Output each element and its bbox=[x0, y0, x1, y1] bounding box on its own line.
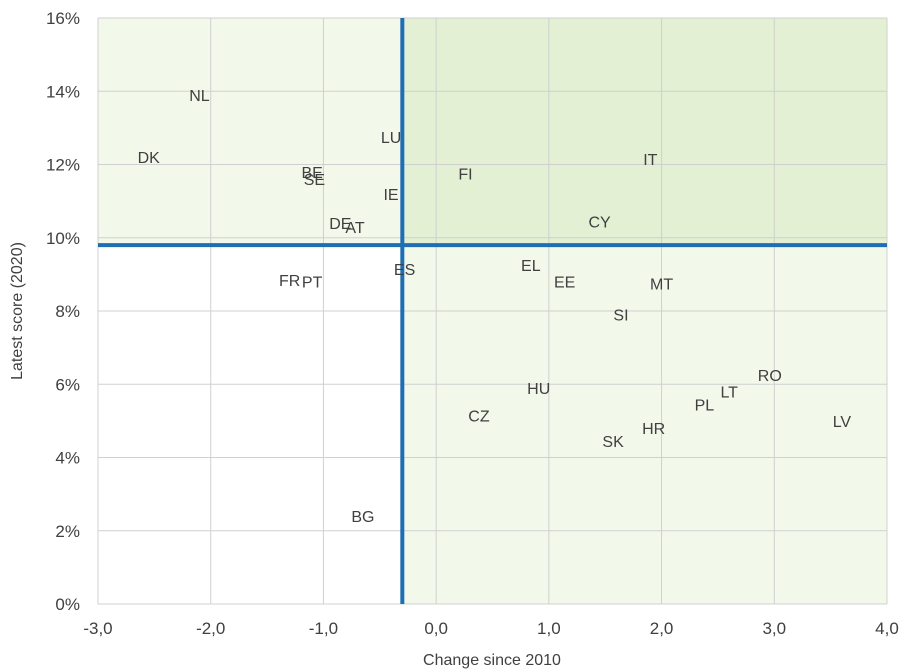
point-label-fi: FI bbox=[458, 167, 472, 184]
y-tick-label: 16% bbox=[46, 9, 80, 28]
quadrant-backgrounds bbox=[98, 18, 887, 604]
x-tick-label: 1,0 bbox=[537, 619, 561, 638]
point-label-fr: FR bbox=[279, 273, 300, 290]
y-tick-label: 8% bbox=[55, 302, 80, 321]
y-tick-label: 6% bbox=[55, 375, 80, 394]
x-axis-ticks: -3,0 -2,0 -1,0 0,0 1,0 2,0 3,0 4,0 bbox=[83, 619, 898, 638]
point-label-hr: HR bbox=[642, 421, 665, 438]
point-label-pt: PT bbox=[302, 275, 323, 292]
x-tick-label: 3,0 bbox=[762, 619, 786, 638]
point-label-cy: CY bbox=[588, 214, 611, 231]
point-label-ee: EE bbox=[554, 275, 575, 292]
x-tick-label: 2,0 bbox=[650, 619, 674, 638]
y-axis-ticks: 0% 2% 4% 6% 8% 10% 12% 14% 16% bbox=[46, 9, 80, 614]
reference-lines bbox=[98, 18, 887, 604]
point-label-de: DE bbox=[329, 216, 351, 233]
point-label-pl: PL bbox=[695, 397, 715, 414]
point-label-lv: LV bbox=[833, 414, 852, 431]
y-tick-label: 12% bbox=[46, 156, 80, 175]
y-axis-title: Latest score (2020) bbox=[9, 242, 26, 380]
point-label-mt: MT bbox=[650, 277, 673, 294]
x-axis-title: Change since 2010 bbox=[423, 652, 561, 669]
point-label-ro: RO bbox=[758, 368, 782, 385]
point-label-hu: HU bbox=[527, 381, 550, 398]
point-label-lt: LT bbox=[720, 385, 738, 402]
x-tick-label: -1,0 bbox=[309, 619, 338, 638]
quadrant-bottom-left bbox=[98, 245, 403, 604]
point-label-nl: NL bbox=[189, 88, 210, 105]
point-label-it: IT bbox=[643, 152, 657, 169]
point-label-dk: DK bbox=[138, 150, 161, 167]
gridlines bbox=[97, 17, 888, 605]
x-tick-label: -3,0 bbox=[83, 619, 112, 638]
y-tick-label: 0% bbox=[55, 595, 80, 614]
x-tick-label: 4,0 bbox=[875, 619, 899, 638]
point-label-lu: LU bbox=[381, 130, 401, 147]
point-label-si: SI bbox=[613, 308, 628, 325]
point-label-se: SE bbox=[304, 172, 325, 189]
point-label-be: BE bbox=[301, 165, 322, 182]
y-tick-label: 2% bbox=[55, 522, 80, 541]
point-label-bg: BG bbox=[351, 509, 374, 526]
point-label-el: EL bbox=[521, 258, 541, 275]
y-tick-label: 4% bbox=[55, 449, 80, 468]
point-label-cz: CZ bbox=[468, 408, 490, 425]
y-tick-label: 10% bbox=[46, 229, 80, 248]
x-tick-label: -2,0 bbox=[196, 619, 225, 638]
quadrant-top-right bbox=[402, 18, 887, 246]
x-tick-label: 0,0 bbox=[424, 619, 448, 638]
quadrant-top-left bbox=[98, 18, 403, 246]
y-tick-label: 14% bbox=[46, 82, 80, 101]
quadrant-bottom-right bbox=[402, 245, 887, 604]
point-label-ie: IE bbox=[383, 187, 398, 204]
point-label-sk: SK bbox=[602, 434, 624, 451]
point-label-at: AT bbox=[345, 220, 364, 237]
point-label-es: ES bbox=[394, 262, 415, 279]
